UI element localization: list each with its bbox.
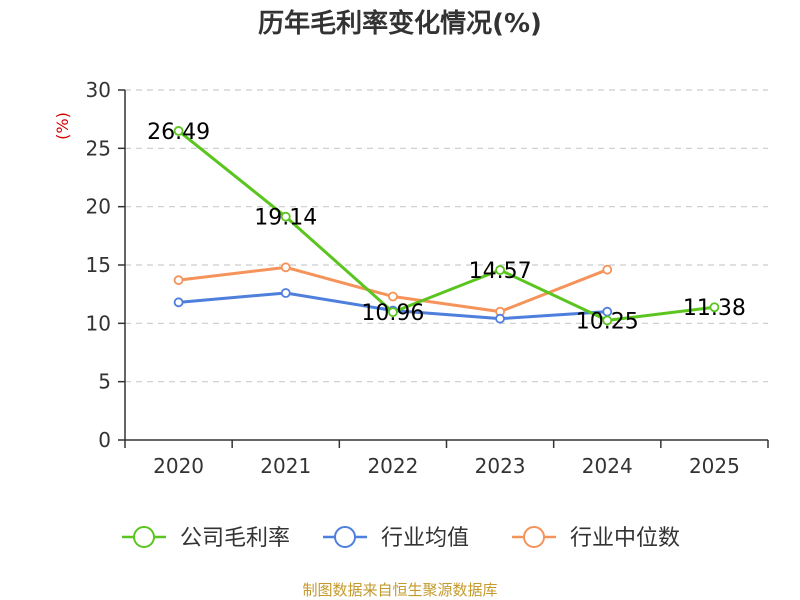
y-tick-label: 5 [98,370,111,394]
data-label: 10.25 [576,309,639,334]
data-point [495,265,505,275]
grid-lines [125,89,768,383]
series-line [177,129,715,322]
legend-label: 行业中位数 [570,526,680,551]
source-note: 制图数据来自恒生聚源数据库 [302,581,497,599]
x-tick-label: 2023 [475,454,526,478]
data-label: 14.57 [469,259,532,284]
data-point [495,313,505,324]
data-label: 11.38 [683,296,746,321]
data-point [388,291,398,302]
data-label: 10.96 [361,301,424,326]
data-labels: 26.49 19.14 10.96 14.57 10.25 11.38 [147,120,746,334]
y-axis-unit-label: (%) [53,112,72,140]
data-point [280,288,291,298]
data-point [173,126,184,136]
legend-label: 行业均值 [381,526,469,551]
y-tick-label: 25 [86,136,111,160]
x-tick-label: 2024 [582,454,633,478]
data-label: 26.49 [147,120,210,145]
legend-label: 公司毛利率 [180,526,290,551]
y-tick-label: 10 [86,311,111,335]
data-point [709,302,720,313]
data-point [388,307,398,318]
chart-title: 历年毛利率变化情况(%) [258,8,542,39]
legend-marker [133,526,155,548]
x-tick-label: 2020 [153,454,204,478]
data-point [173,275,184,286]
legend: 公司毛利率 行业均值 行业中位数 [122,526,680,551]
x-tick-label: 2025 [689,454,740,478]
y-tick-label: 30 [86,78,111,102]
series-layer [173,126,720,326]
legend-marker [334,526,356,548]
data-point [173,297,184,308]
y-tick-label: 15 [86,253,111,277]
data-point [602,315,613,326]
data-point [602,264,613,275]
y-tick-label: 20 [86,195,111,219]
x-tick-label: 2022 [367,454,418,478]
legend-marker [523,526,545,548]
x-tick-label: 2021 [260,454,311,478]
y-tick-label: 0 [98,428,111,452]
data-point [280,262,291,273]
data-point [280,211,291,222]
data-label: 19.14 [254,206,317,231]
